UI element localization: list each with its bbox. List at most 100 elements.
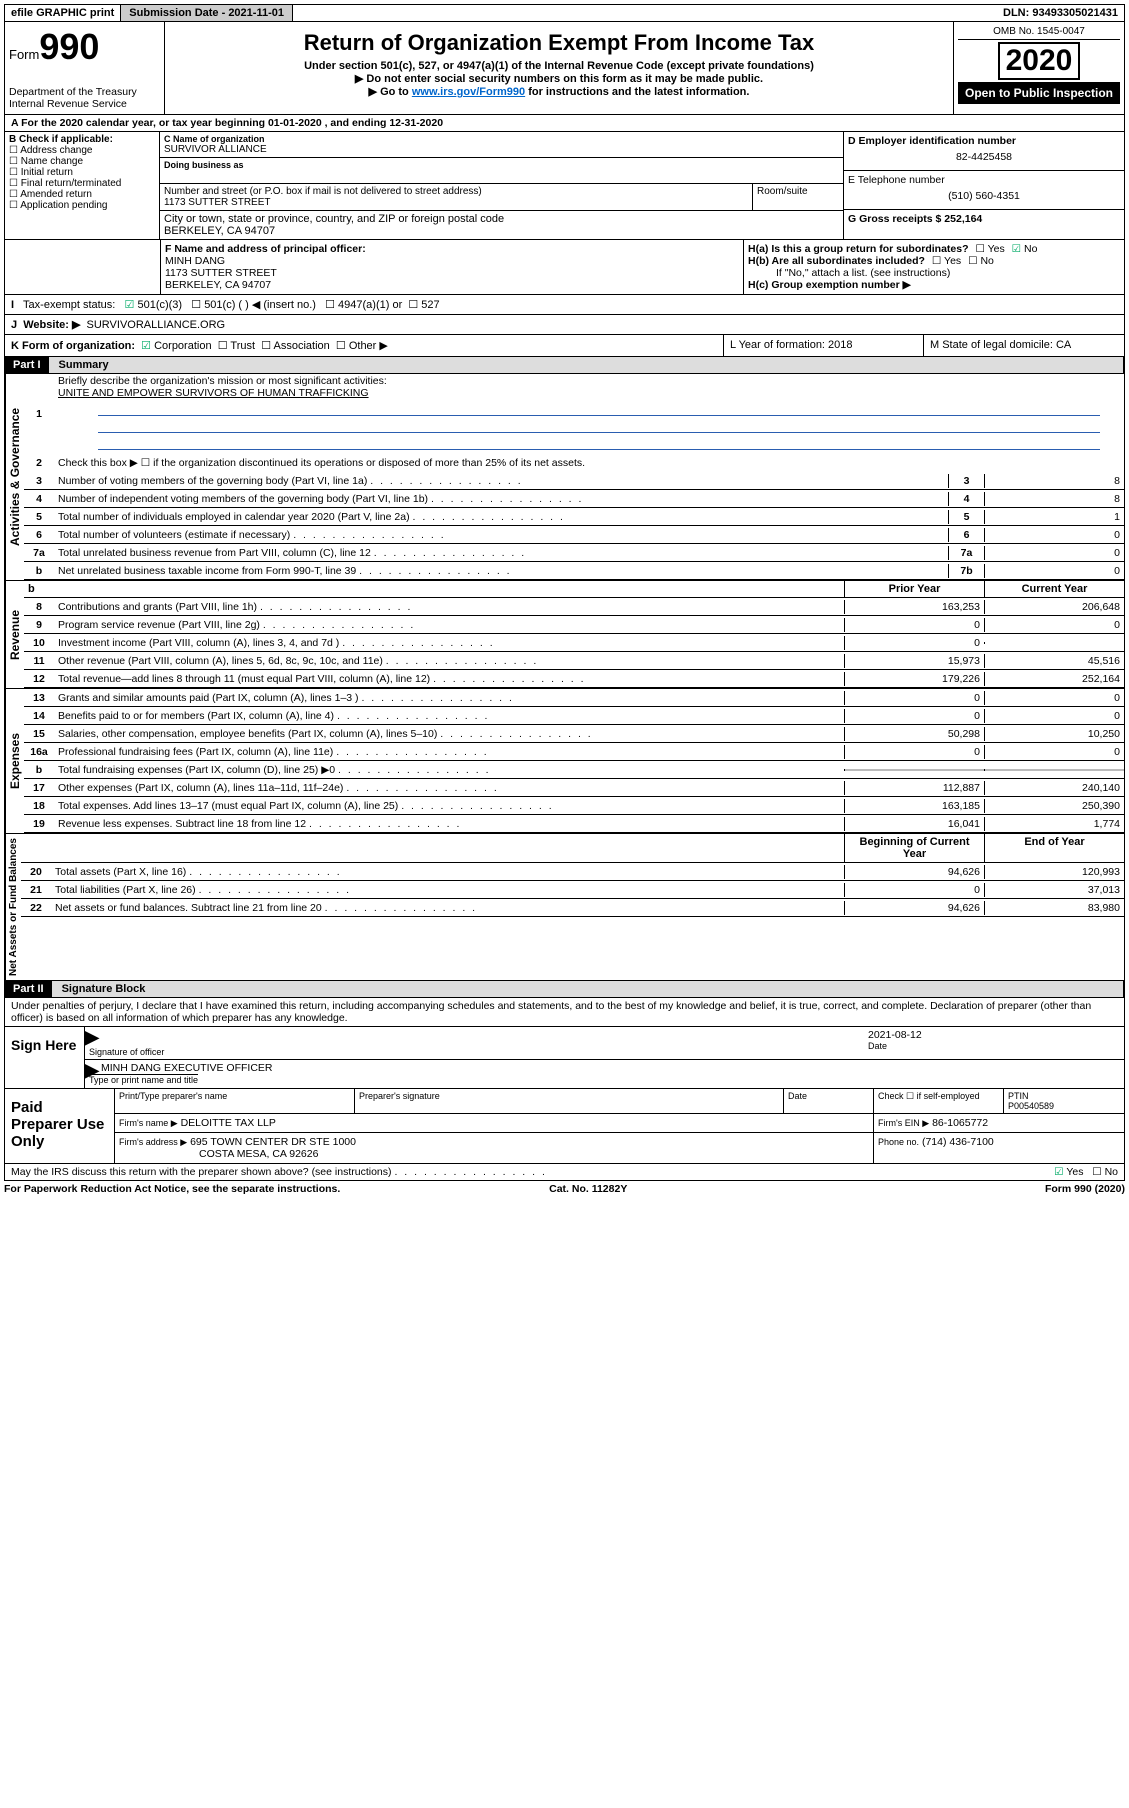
phone-label: E Telephone number [848,174,1120,186]
line-12: 12 Total revenue—add lines 8 through 11 … [24,670,1124,688]
chk-name-change[interactable]: Name change [9,156,155,167]
org-name: SURVIVOR ALLIANCE [164,144,839,155]
chk-assoc[interactable]: Association [261,340,330,352]
line-11: 11 Other revenue (Part VIII, column (A),… [24,652,1124,670]
tax-year: 2020 [998,42,1081,80]
penalty-statement: Under penalties of perjury, I declare th… [4,998,1125,1027]
officer-label: F Name and address of principal officer: [165,243,739,255]
chk-address-change[interactable]: Address change [9,145,155,156]
line-16a: 16a Professional fundraising fees (Part … [24,743,1124,761]
chk-app-pending[interactable]: Application pending [9,200,155,211]
paid-preparer-label: Paid Preparer Use Only [5,1089,115,1163]
line-21: 21 Total liabilities (Part X, line 26) 0… [21,881,1124,899]
col-c-org-info: C Name of organization SURVIVOR ALLIANCE… [160,132,844,239]
efile-label: efile GRAPHIC print [5,5,120,21]
gov-line-5: 5 Total number of individuals employed i… [24,508,1124,526]
chk-4947[interactable]: 4947(a)(1) or [325,299,402,311]
gov-line-6: 6 Total number of volunteers (estimate i… [24,526,1124,544]
part2-header: Part II Signature Block [4,981,1125,998]
form-prefix: Form [9,47,39,62]
ha-label: H(a) Is this a group return for subordin… [748,243,969,255]
hb-no[interactable]: No [968,255,994,267]
dept-label: Department of the Treasury [9,86,160,98]
irs-label: Internal Revenue Service [9,98,160,110]
gov-line-3: 3 Number of voting members of the govern… [24,472,1124,490]
row-k: K Form of organization: Corporation Trus… [4,335,1125,357]
sig-date-value: 2021-08-12 [868,1029,1120,1041]
chk-amended-return[interactable]: Amended return [9,189,155,200]
section-expenses: Expenses 13 Grants and similar amounts p… [4,688,1125,833]
line-10: 10 Investment income (Part VIII, column … [24,634,1124,652]
chk-501c3[interactable]: 501(c)(3) [125,299,183,311]
chk-527[interactable]: 527 [408,299,439,311]
submission-date: Submission Date - 2021-11-01 [120,5,293,21]
chk-501c[interactable]: 501(c) ( ) ◀ (insert no.) [191,299,316,311]
irs-link[interactable]: www.irs.gov/Form990 [412,86,525,98]
ptin-value: P00540589 [1008,1101,1054,1111]
pp-sig-label: Preparer's signature [355,1089,784,1113]
row-j: J Website: ▶ SURVIVORALLIANCE.ORG [4,315,1125,335]
officer-addr1: 1173 SUTTER STREET [165,267,739,279]
col-b-hdr: b [24,581,844,597]
form-number: 990 [39,26,99,67]
chk-initial-return[interactable]: Initial return [9,167,155,178]
col-b-title: B Check if applicable: [9,134,155,145]
discuss-yes[interactable]: Yes [1054,1166,1083,1178]
form-note-link: Go to www.irs.gov/Form990 for instructio… [169,85,949,98]
gov-line-7a: 7a Total unrelated business revenue from… [24,544,1124,562]
col-d-info: D Employer identification number 82-4425… [844,132,1124,239]
discuss-no[interactable]: No [1092,1166,1118,1178]
chk-corp[interactable]: Corporation [141,340,211,352]
firm-phone-label: Phone no. [878,1137,919,1147]
begin-year-hdr: Beginning of Current Year [844,834,984,862]
ha-no[interactable]: No [1012,243,1038,255]
current-year-hdr: Current Year [984,581,1124,597]
hb-label: H(b) Are all subordinates included? [748,255,925,267]
chk-trust[interactable]: Trust [218,340,255,352]
h-box: H(a) Is this a group return for subordin… [744,240,1124,294]
ein-value: 82-4425458 [848,147,1120,167]
vlabel-governance: Activities & Governance [5,374,24,580]
hb-yes[interactable]: Yes [932,255,961,267]
line-b: b Total fundraising expenses (Part IX, c… [24,761,1124,779]
firm-addr2: COSTA MESA, CA 92626 [119,1148,318,1160]
top-bar: efile GRAPHIC print Submission Date - 20… [4,4,1125,22]
hc-label: H(c) Group exemption number ▶ [748,279,1120,291]
section-f-h: F Name and address of principal officer:… [4,240,1125,295]
room-label: Room/suite [757,186,839,197]
form-title: Return of Organization Exempt From Incom… [169,30,949,56]
officer-name: MINH DANG [165,255,739,267]
firm-phone-value: (714) 436-7100 [922,1136,994,1148]
firm-addr1: 695 TOWN CENTER DR STE 1000 [190,1136,356,1148]
ha-yes[interactable]: Yes [975,243,1004,255]
chk-final-return[interactable]: Final return/terminated [9,178,155,189]
state-domicile: M State of legal domicile: CA [924,335,1124,356]
q2-text: Check this box ▶ ☐ if the organization d… [54,456,1124,470]
sign-here-label: Sign Here [5,1027,85,1088]
footer: For Paperwork Reduction Act Notice, see … [4,1181,1125,1195]
line-14: 14 Benefits paid to or for members (Part… [24,707,1124,725]
form-id-box: Form990 Department of the Treasury Inter… [5,22,165,114]
omb-box: OMB No. 1545-0047 2020 Open to Public In… [954,22,1124,114]
part2-badge: Part II [5,981,52,997]
footer-right: Form 990 (2020) [1045,1183,1125,1195]
dba-label: Doing business as [164,160,839,170]
section-governance: Activities & Governance 1 Briefly descri… [4,374,1125,580]
pp-date-label: Date [784,1089,874,1113]
line-17: 17 Other expenses (Part IX, column (A), … [24,779,1124,797]
city-label: City or town, state or province, country… [164,213,839,225]
line-9: 9 Program service revenue (Part VIII, li… [24,616,1124,634]
org-name-label: C Name of organization [164,134,839,144]
prior-year-hdr: Prior Year [844,581,984,597]
chk-other[interactable]: Other ▶ [336,340,388,352]
part1-title: Summary [49,357,1124,373]
line-18: 18 Total expenses. Add lines 13–17 (must… [24,797,1124,815]
gross-receipts: G Gross receipts $ 252,164 [848,213,982,225]
row-a-period: A For the 2020 calendar year, or tax yea… [4,115,1125,132]
form-subtitle: Under section 501(c), 527, or 4947(a)(1)… [169,60,949,72]
public-inspection: Open to Public Inspection [958,82,1120,104]
header-title-box: Return of Organization Exempt From Incom… [165,22,954,114]
footer-mid: Cat. No. 11282Y [549,1183,627,1195]
ptin-label: PTIN [1008,1091,1029,1101]
line-13: 13 Grants and similar amounts paid (Part… [24,689,1124,707]
